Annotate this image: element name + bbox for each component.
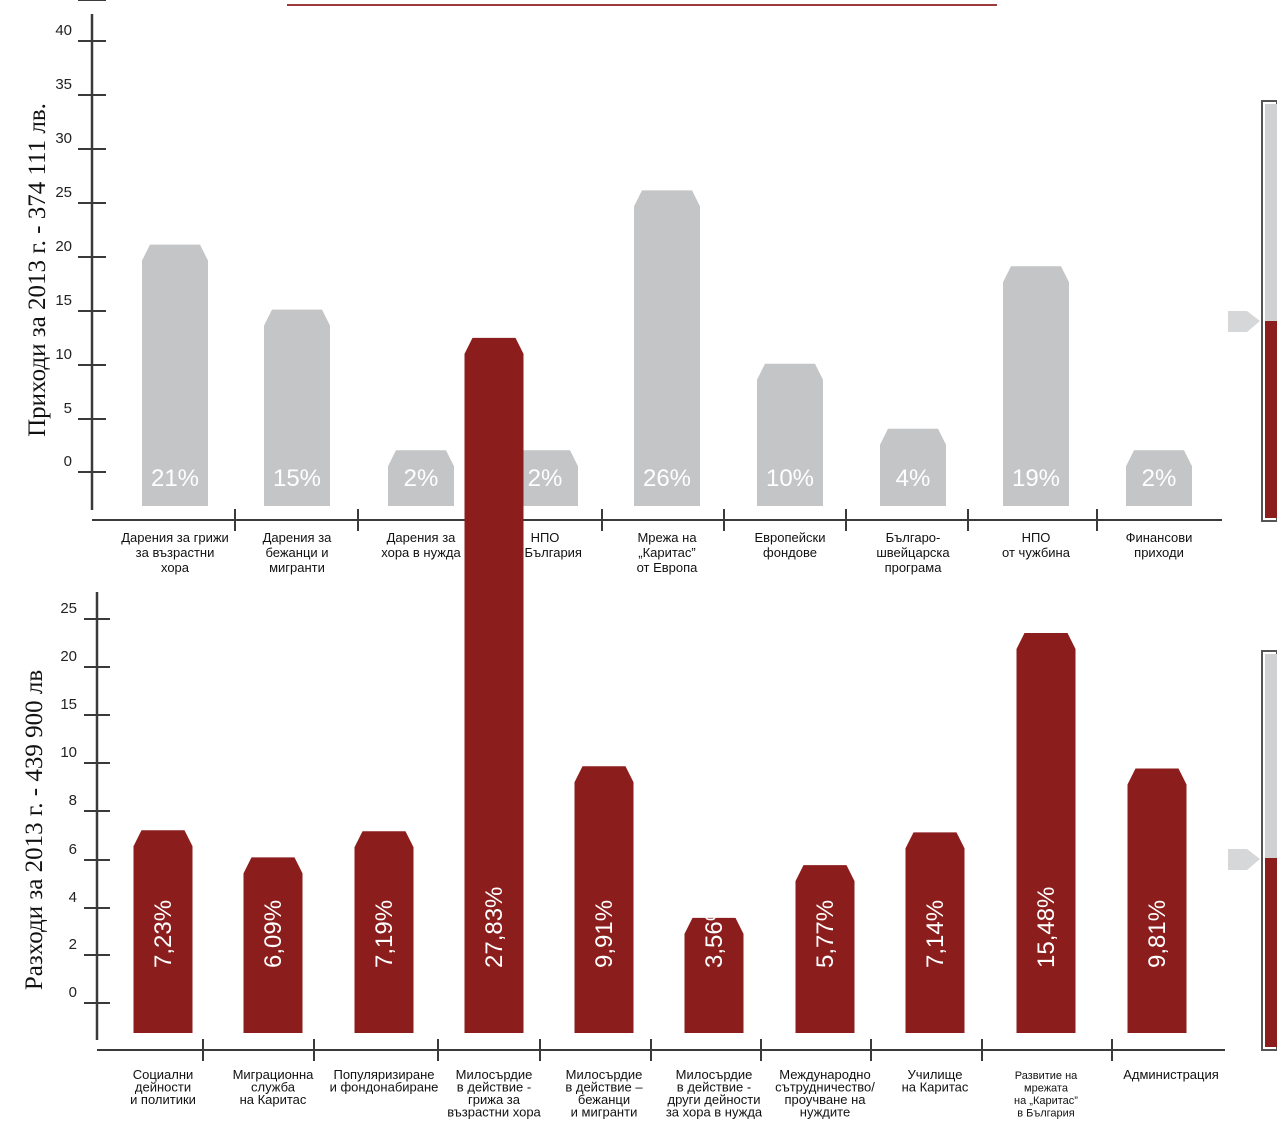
income-bar — [388, 450, 454, 506]
expense-bar — [795, 865, 855, 1033]
income-data-label: 26% — [643, 465, 691, 492]
income-y-tick-label: 0 — [64, 453, 72, 470]
expense-y-tick-label: 15 — [60, 696, 77, 713]
expense-data-label: 15,48% — [1033, 887, 1060, 968]
expense-bar — [574, 766, 634, 1033]
income-data-label: 2% — [404, 465, 439, 492]
expense-category-label: Развитие на мрежата на „Каритас” в България — [1014, 1070, 1078, 1120]
expense-data-label: 9,91% — [591, 900, 618, 968]
expense-category-label: Социални дейности и политики — [130, 1067, 196, 1107]
income-data-label: 2% — [1142, 465, 1177, 492]
income-chart: Приходи за 2013 г. - 374 111 лв. 0 5 10 15 20… — [24, 0, 1222, 575]
income-y-tick-label: 35 — [55, 76, 72, 93]
income-category-label: Дарения за хора в нужда — [381, 530, 461, 560]
income-y-tick-label: 45 — [55, 0, 72, 4]
expense-bar — [133, 830, 193, 1033]
expense-data-label: 5,77% — [812, 900, 839, 968]
income-category-label: Финансови приходи — [1126, 530, 1193, 560]
expense-y-tick-label: 0 — [69, 984, 77, 1001]
income-data-label: 2% — [528, 465, 563, 492]
income-side-panel-red-fill — [1265, 321, 1277, 518]
income-marker-arrow — [1228, 311, 1260, 332]
income-data-label: 4% — [896, 465, 931, 492]
expense-category-label: Училище на Каритас — [902, 1067, 969, 1095]
expense-side-panel-gray-fill — [1265, 654, 1277, 858]
income-category-label: НПО от чужбина — [1002, 530, 1071, 560]
income-data-label: 19% — [1012, 465, 1060, 492]
expense-y-tick-label: 8 — [69, 792, 77, 809]
income-y-tick-label: 5 — [64, 400, 72, 417]
income-category-label: Дарения за бежанци и мигранти — [263, 530, 333, 575]
income-category-label: Европейски фондове — [754, 530, 825, 560]
expense-data-label: 27,83% — [481, 887, 508, 968]
expense-bar — [684, 917, 744, 1033]
expense-bar — [905, 832, 965, 1033]
income-side-panel-gray-fill — [1265, 104, 1277, 321]
income-bar — [1126, 450, 1192, 506]
expense-data-label: 3,56% — [701, 900, 728, 968]
expense-category-label: Милосърдие в действие -други дейности за х… — [666, 1067, 763, 1120]
income-bar — [634, 190, 700, 506]
expense-bar — [243, 857, 303, 1033]
income-y-tick-label: 20 — [55, 238, 72, 255]
expense-side-panel-red-fill — [1265, 858, 1277, 1047]
expense-bar — [354, 831, 414, 1033]
expense-y-tick-label: 20 — [60, 648, 77, 665]
income-y-tick-label: 30 — [55, 130, 72, 147]
expense-y-axis-title: Разходи за 2013 г. - 439 900 лв — [21, 670, 48, 990]
expense-data-label: 7,19% — [371, 900, 398, 968]
income-y-tick-label: 10 — [55, 346, 72, 363]
expense-bar — [1016, 633, 1076, 1033]
expense-y-tick-label: 10 — [60, 744, 77, 761]
income-data-label: 21% — [151, 465, 199, 492]
income-y-tick-label: 15 — [55, 292, 72, 309]
income-category-label: НПО от България — [508, 530, 582, 560]
expense-chart: Разходи за 2013 г. - 439 900 лв 0 2 4 6 8 10 15… — [21, 337, 1225, 1120]
income-side-panel — [1261, 100, 1277, 522]
expense-marker-arrow — [1228, 849, 1260, 870]
expense-y-tick-label: 2 — [69, 936, 77, 953]
expense-side-panel — [1261, 650, 1277, 1051]
expense-y-tick-label: 25 — [60, 600, 77, 617]
expense-bar — [1127, 768, 1187, 1033]
expense-category-label: Миграционна служба на Каритас — [233, 1067, 315, 1107]
income-bar — [142, 244, 208, 506]
expense-category-label: Международно сътрудничество/проучване на н… — [775, 1067, 875, 1120]
expense-bar — [464, 337, 524, 1033]
income-y-tick-label: 40 — [55, 22, 72, 39]
expense-category-label: Администрация — [1123, 1067, 1219, 1082]
income-category-label: Дарения за грижи за възрастни хора — [121, 530, 229, 575]
income-category-label: Българо-швейцарска програма — [876, 530, 950, 575]
expense-y-tick-label: 6 — [69, 841, 77, 858]
expense-data-label: 7,14% — [922, 900, 949, 968]
expense-data-label: 6,09% — [260, 900, 287, 968]
income-data-label: 15% — [273, 465, 321, 492]
expense-category-label: Популяризиране и фондонабиране — [330, 1067, 439, 1095]
income-bar — [1003, 266, 1069, 506]
expense-data-label: 7,23% — [150, 900, 177, 968]
income-bar — [264, 309, 330, 506]
expense-category-label: Милосърдие в действие -грижа за възрастни … — [447, 1067, 541, 1120]
income-bar — [757, 363, 823, 506]
expense-y-tick-label: 4 — [69, 889, 77, 906]
income-y-tick-label: 25 — [55, 184, 72, 201]
expense-category-label: Милосърдие в действие – бежанци и мигранти — [565, 1067, 643, 1120]
income-bar — [880, 428, 946, 506]
income-bar — [512, 450, 578, 506]
income-category-label: Мрежа на „Каритас” от Европа — [637, 530, 699, 575]
income-data-label: 10% — [766, 465, 814, 492]
income-y-axis-title: Приходи за 2013 г. - 374 111 лв. — [24, 103, 51, 437]
expense-data-label: 9,81% — [1144, 900, 1171, 968]
